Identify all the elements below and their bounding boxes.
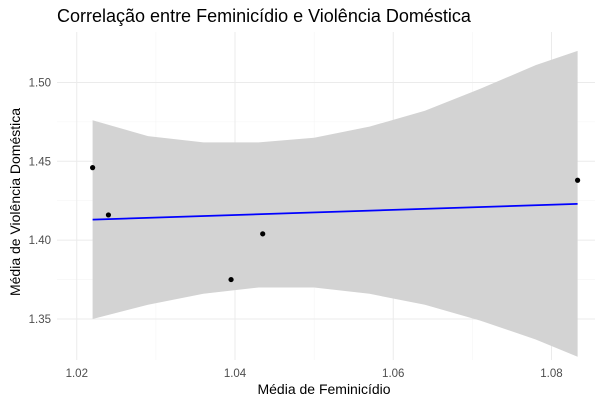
chart-title: Correlação entre Feminicídio e Violência… [57,6,472,26]
y-axis-ticks: 1.35 1.40 1.45 1.50 [29,77,51,326]
data-point [228,276,234,283]
regression-line [92,202,578,221]
x-axis-title: Média de Feminicídio [257,381,390,397]
y-axis-title: Média de Violência Doméstica [7,108,23,296]
y-tick-label: 1.40 [29,235,51,247]
data-point [574,177,581,183]
x-tick-label: 1.06 [382,368,404,380]
x-tick-label: 1.02 [66,368,88,380]
y-tick-label: 1.35 [29,314,51,326]
x-tick-label: 1.04 [224,368,247,380]
data-point [105,212,112,218]
data-point [90,165,96,171]
x-axis-ticks: 1.02 1.04 1.06 1.08 [66,368,563,380]
y-tick-label: 1.45 [29,156,51,168]
confidence-band [92,50,578,357]
x-tick-label: 1.08 [540,368,562,380]
data-points-layer [90,165,581,283]
data-point [260,231,266,237]
confidence-band-layer [92,50,578,357]
regression-line-layer [92,202,578,221]
y-tick-label: 1.50 [29,77,51,89]
